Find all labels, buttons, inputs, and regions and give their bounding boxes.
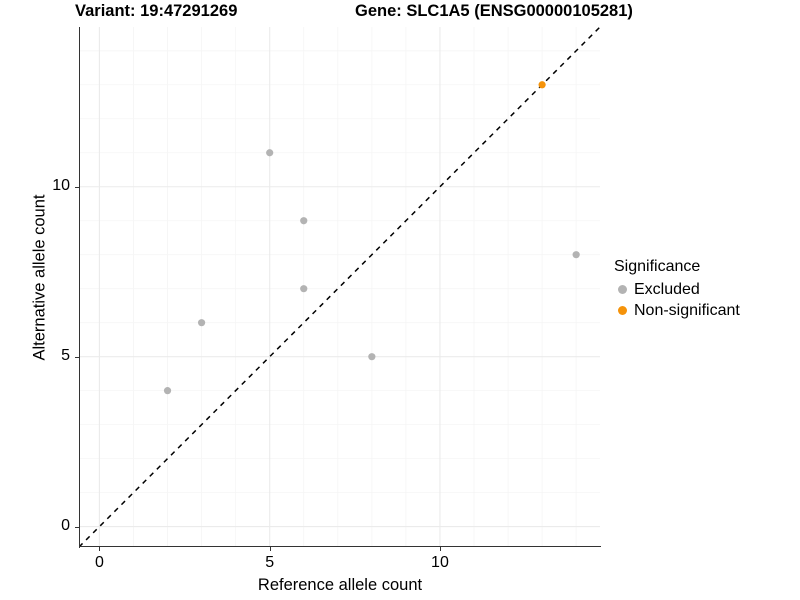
data-point xyxy=(266,149,274,157)
x-tick-label: 0 xyxy=(94,554,104,571)
y-tick-label: 0 xyxy=(61,516,70,534)
legend-item-label: Non-significant xyxy=(634,301,740,319)
y-tick-label: 5 xyxy=(61,346,70,364)
data-point xyxy=(572,251,580,259)
series-excluded xyxy=(163,149,580,395)
x-axis-label: Reference allele count xyxy=(257,576,423,594)
legend-item-non-significant[interactable]: Non-significant xyxy=(614,300,794,321)
plot-panel xyxy=(79,27,600,547)
y-tick-mark xyxy=(75,526,79,528)
series-non-significant xyxy=(538,81,546,89)
legend-dot-icon xyxy=(618,306,627,315)
legend-title: Significance xyxy=(614,258,701,275)
x-tick-mark xyxy=(439,547,441,551)
data-point xyxy=(368,353,376,361)
legend-items: Excluded Non-significant xyxy=(614,279,794,321)
y-tick-label: 10 xyxy=(52,176,70,194)
plot-title-row: Variant: 19:47291269 Gene: SLC1A5 (ENSG0… xyxy=(0,2,800,26)
legend-key-swatch xyxy=(614,281,631,298)
legend-dot-icon xyxy=(618,285,627,294)
plot-canvas xyxy=(79,27,600,547)
y-tick-mark xyxy=(75,356,79,358)
data-points-layer xyxy=(163,81,580,395)
data-point xyxy=(300,285,308,293)
data-point xyxy=(197,319,206,327)
x-tick-label: 5 xyxy=(265,554,275,571)
data-point xyxy=(300,217,308,225)
grid-major-lines xyxy=(79,27,600,547)
x-axis-line xyxy=(79,546,601,548)
y-tick-mark xyxy=(75,186,79,188)
data-point xyxy=(163,387,172,395)
legend: Significance Excluded Non-significant xyxy=(614,258,794,321)
y-axis-label: Alternative allele count xyxy=(30,194,49,361)
legend-key-swatch xyxy=(614,302,631,319)
x-tick-mark xyxy=(99,547,101,551)
grid-minor-lines xyxy=(79,27,600,547)
data-point xyxy=(538,81,546,89)
y-axis-line xyxy=(79,27,81,548)
diagonal-reference-line xyxy=(79,27,600,547)
legend-item-excluded[interactable]: Excluded xyxy=(614,279,794,300)
x-tick-mark xyxy=(269,547,271,551)
x-tick-label: 10 xyxy=(431,554,449,571)
gene-title: Gene: SLC1A5 (ENSG00000105281) xyxy=(355,2,633,20)
variant-title: Variant: 19:47291269 xyxy=(75,2,238,20)
legend-item-label: Excluded xyxy=(634,280,700,298)
